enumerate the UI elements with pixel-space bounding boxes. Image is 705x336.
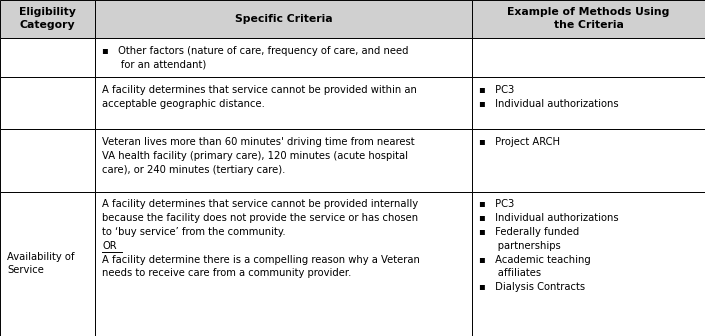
- Text: ▪   Academic teaching: ▪ Academic teaching: [479, 255, 591, 265]
- Text: ▪   Other factors (nature of care, frequency of care, and need: ▪ Other factors (nature of care, frequen…: [102, 46, 409, 55]
- Text: ▪   Individual authorizations: ▪ Individual authorizations: [479, 99, 619, 109]
- Text: partnerships: partnerships: [479, 241, 561, 251]
- Bar: [95, 38, 472, 77]
- Text: ▪   PC3: ▪ PC3: [479, 85, 515, 95]
- Bar: [472, 129, 705, 192]
- Bar: [0, 129, 95, 192]
- Text: Availability of
Service: Availability of Service: [7, 252, 75, 275]
- Text: needs to receive care from a community provider.: needs to receive care from a community p…: [102, 268, 352, 279]
- Text: for an attendant): for an attendant): [102, 59, 207, 69]
- Bar: [472, 38, 705, 77]
- Text: A facility determine there is a compelling reason why a Veteran: A facility determine there is a compelli…: [102, 255, 420, 265]
- Text: ▪   Federally funded: ▪ Federally funded: [479, 227, 580, 237]
- Text: Eligibility
Category: Eligibility Category: [19, 7, 76, 30]
- Text: Specific Criteria: Specific Criteria: [235, 14, 333, 24]
- Text: Veteran lives more than 60 minutes' driving time from nearest: Veteran lives more than 60 minutes' driv…: [102, 137, 415, 147]
- Bar: [95, 0, 472, 38]
- Text: acceptable geographic distance.: acceptable geographic distance.: [102, 99, 265, 109]
- Text: care), or 240 minutes (tertiary care).: care), or 240 minutes (tertiary care).: [102, 165, 286, 175]
- Text: ▪   Project ARCH: ▪ Project ARCH: [479, 137, 560, 147]
- Bar: [95, 129, 472, 192]
- Text: ▪   PC3: ▪ PC3: [479, 200, 515, 209]
- Text: A facility determines that service cannot be provided within an: A facility determines that service canno…: [102, 85, 417, 95]
- Text: to ‘buy service’ from the community.: to ‘buy service’ from the community.: [102, 227, 286, 237]
- Bar: [0, 77, 95, 129]
- Text: OR: OR: [102, 241, 117, 251]
- Text: VA health facility (primary care), 120 minutes (acute hospital: VA health facility (primary care), 120 m…: [102, 151, 408, 161]
- Bar: [472, 192, 705, 336]
- Text: ▪   Dialysis Contracts: ▪ Dialysis Contracts: [479, 282, 586, 292]
- Bar: [0, 0, 95, 38]
- Text: Example of Methods Using
the Criteria: Example of Methods Using the Criteria: [508, 7, 670, 30]
- Text: ▪   Individual authorizations: ▪ Individual authorizations: [479, 213, 619, 223]
- Bar: [472, 0, 705, 38]
- Text: affiliates: affiliates: [479, 268, 541, 279]
- Bar: [0, 192, 95, 336]
- Bar: [95, 192, 472, 336]
- Bar: [0, 38, 95, 77]
- Bar: [95, 77, 472, 129]
- Text: because the facility does not provide the service or has chosen: because the facility does not provide th…: [102, 213, 418, 223]
- Text: A facility determines that service cannot be provided internally: A facility determines that service canno…: [102, 200, 418, 209]
- Bar: [472, 77, 705, 129]
